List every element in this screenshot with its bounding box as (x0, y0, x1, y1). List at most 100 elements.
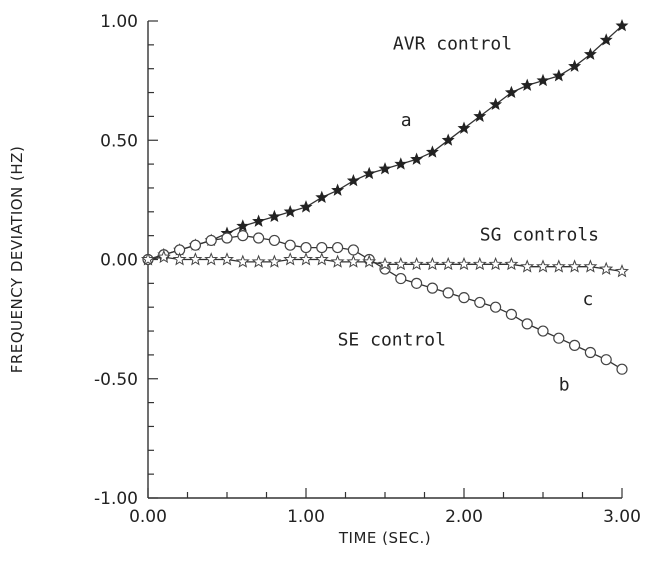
data-point (441, 256, 456, 271)
data-point (599, 33, 613, 46)
data-point (490, 301, 502, 313)
data-point (474, 296, 486, 309)
y-tick-label: -1.00 (94, 489, 138, 509)
data-point (583, 259, 598, 273)
data-point (316, 241, 328, 254)
x-tick-label: 2.00 (445, 507, 483, 527)
data-point (615, 18, 629, 32)
data-point (204, 252, 219, 266)
data-point (156, 249, 171, 264)
data-point (504, 256, 519, 271)
data-point (426, 282, 438, 294)
data-point (251, 254, 266, 268)
data-point (346, 254, 361, 268)
x-tick-label: 3.00 (603, 507, 641, 527)
data-point (205, 234, 217, 247)
data-point (362, 166, 376, 180)
data-point (536, 259, 550, 273)
data-point (457, 256, 471, 271)
data-point (409, 256, 424, 271)
data-point (488, 256, 503, 271)
data-point (551, 259, 566, 273)
data-point (300, 241, 312, 254)
data-point (504, 85, 518, 99)
data-point (393, 256, 408, 271)
data-point (458, 292, 470, 304)
series-b (142, 230, 628, 375)
x-tick-label: 1.00 (287, 507, 325, 527)
data-point (268, 234, 280, 247)
data-point (472, 256, 487, 271)
data-point (521, 318, 533, 330)
data-point (362, 254, 377, 268)
annotation-label: a (401, 110, 412, 131)
data-point (568, 339, 581, 351)
data-point (284, 239, 296, 251)
annotation-label: c (583, 289, 594, 310)
data-point (442, 287, 454, 299)
data-point (253, 232, 265, 244)
ticks: -1.00 -0.50 0.00 0.50 1.00 0.00 1.00 2.00 3.00 (94, 12, 641, 527)
y-tick-label: 0.50 (100, 131, 138, 151)
data-point (252, 214, 266, 227)
data-point (583, 47, 597, 60)
data-point (314, 252, 329, 266)
data-point (552, 69, 566, 82)
data-point (299, 252, 313, 266)
data-point (615, 264, 629, 278)
data-point (267, 254, 282, 268)
data-point (441, 133, 455, 146)
data-point (378, 162, 392, 175)
data-point (411, 277, 423, 289)
data-point (378, 256, 392, 271)
data-point (505, 308, 517, 320)
data-point (537, 325, 549, 337)
data-point (347, 244, 359, 256)
data-point (315, 190, 329, 203)
data-point (236, 219, 250, 232)
data-point (189, 239, 201, 251)
annotation-label: AVR control (393, 34, 512, 55)
x-axis-title: TIME (SEC.) (338, 529, 431, 547)
data-point (141, 252, 155, 266)
data-point (489, 97, 503, 110)
data-point (235, 254, 250, 268)
data-point (457, 121, 471, 134)
data-point (346, 173, 360, 187)
annotation-label: SE control (338, 329, 446, 350)
data-point (331, 183, 345, 196)
data-point (188, 252, 203, 266)
data-point (600, 354, 612, 366)
data-point (553, 332, 565, 344)
series (141, 18, 629, 375)
data-point (221, 232, 233, 244)
data-point (520, 78, 534, 91)
y-tick-label: 1.00 (100, 12, 138, 32)
data-point (425, 145, 439, 158)
data-point (425, 256, 440, 271)
annotations: AVR control a SG controls c SE control b (338, 34, 599, 396)
data-point (220, 252, 234, 266)
data-point (395, 272, 407, 285)
data-point (584, 346, 597, 359)
series-c (141, 249, 629, 278)
data-point (616, 363, 628, 375)
data-point (568, 59, 582, 72)
data-point (283, 252, 298, 266)
data-point (172, 252, 187, 266)
data-point (473, 109, 487, 122)
data-point (536, 73, 550, 87)
data-point (410, 152, 424, 165)
data-point (599, 261, 614, 276)
data-point (299, 200, 313, 213)
data-point (267, 209, 281, 223)
data-point (394, 157, 408, 170)
x-tick-label: 0.00 (129, 507, 167, 527)
annotation-label: SG controls (480, 224, 599, 245)
annotation-label: b (559, 375, 570, 396)
data-point (330, 254, 345, 268)
data-point (332, 241, 344, 254)
data-point (520, 259, 535, 273)
y-axis-title: FREQUENCY DEVIATION (HZ) (8, 146, 26, 374)
